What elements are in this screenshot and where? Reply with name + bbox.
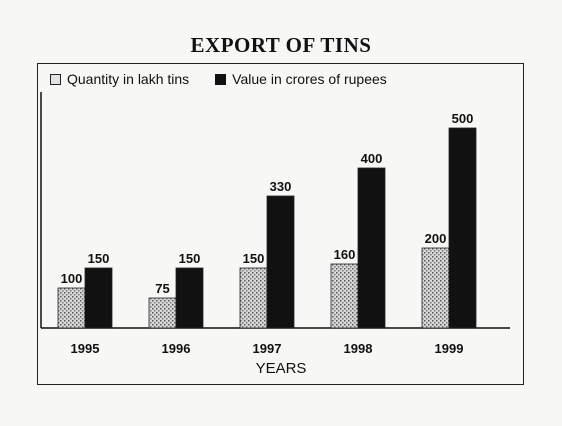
bar-value-1997	[266, 195, 295, 329]
legend-label-quantity: Quantity in lakh tins	[67, 71, 190, 87]
chart-frame	[37, 63, 524, 385]
x-tick-label-1997: 1997	[253, 341, 282, 356]
legend-item-value: Value in crores of rupees	[215, 71, 387, 87]
bar-value-1995	[84, 267, 113, 329]
data-label-quantity-1996: 75	[155, 281, 169, 296]
data-label-value-1996: 150	[179, 251, 201, 266]
bar-quantity-1997	[239, 267, 268, 329]
data-label-value-1995: 150	[88, 251, 110, 266]
x-tick-label-1996: 1996	[162, 341, 191, 356]
data-label-quantity-1995: 100	[61, 271, 83, 286]
data-label-value-1997: 330	[270, 179, 292, 194]
legend: Quantity in lakh tins Value in crores of…	[50, 69, 387, 89]
x-tick-label-1999: 1999	[435, 341, 464, 356]
x-tick-label-1995: 1995	[71, 341, 100, 356]
legend-swatch-value	[215, 73, 227, 85]
x-tick-label-1998: 1998	[344, 341, 373, 356]
bar-quantity-1996	[148, 297, 177, 329]
bar-value-1998	[357, 167, 386, 329]
data-label-quantity-1998: 160	[334, 247, 356, 262]
legend-label-value: Value in crores of rupees	[232, 71, 387, 87]
bar-quantity-1995	[57, 287, 86, 329]
x-axis-title: YEARS	[255, 360, 307, 377]
legend-swatch-quantity	[50, 73, 61, 85]
chart-title: EXPORT OF TINS	[190, 33, 372, 57]
bar-quantity-1999	[421, 247, 450, 329]
legend-item-quantity: Quantity in lakh tins	[50, 71, 189, 87]
bar-value-1996	[175, 267, 204, 329]
data-label-quantity-1997: 150	[243, 251, 265, 266]
data-label-value-1998: 400	[361, 151, 383, 166]
data-label-quantity-1999: 200	[425, 231, 447, 246]
data-label-value-1999: 500	[452, 111, 474, 126]
bar-value-1999	[448, 127, 477, 329]
bar-quantity-1998	[330, 263, 359, 329]
